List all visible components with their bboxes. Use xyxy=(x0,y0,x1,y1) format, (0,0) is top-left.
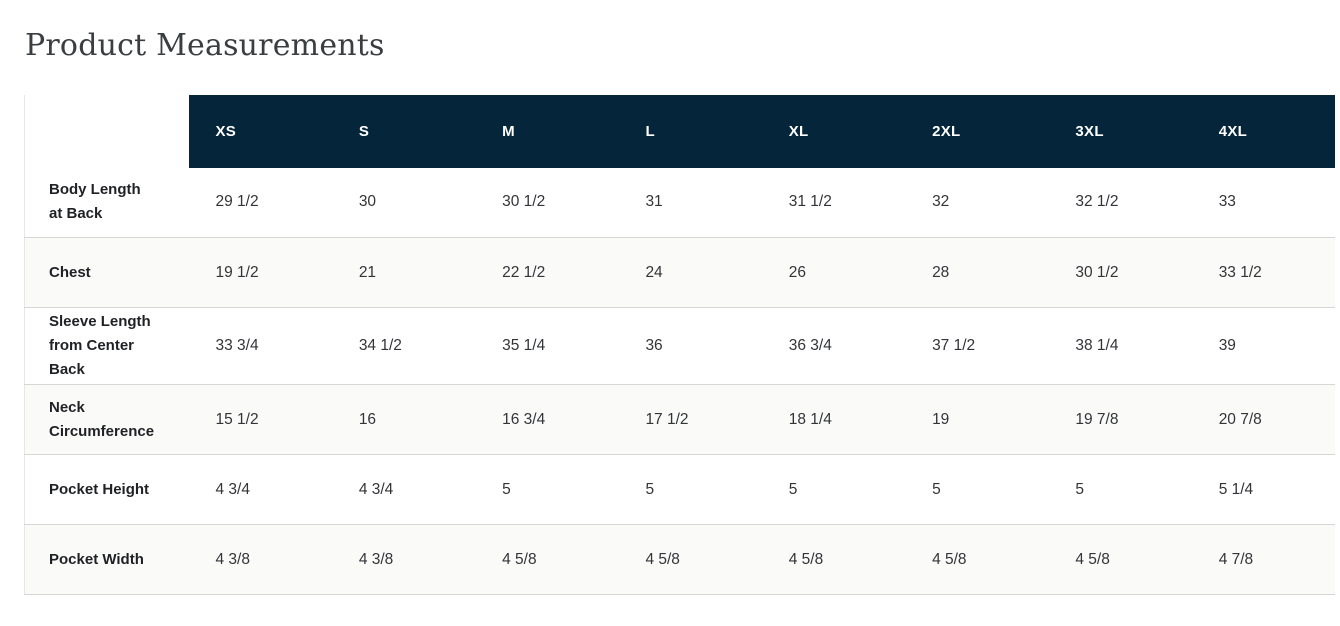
size-header-xs: XS xyxy=(188,94,332,168)
measurement-value: 39 xyxy=(1218,337,1236,354)
measurement-value: 5 1/4 xyxy=(1218,480,1254,498)
measurement-value: 5 xyxy=(932,480,941,498)
measurement-value: 37 1/2 xyxy=(932,337,976,354)
measurement-value: 19 7/8 xyxy=(1075,410,1119,428)
measurement-value: 22 1/2 xyxy=(502,263,546,281)
measurement-value: 33 1/2 xyxy=(1218,263,1262,281)
measurement-value: 19 xyxy=(932,410,950,428)
size-header-2xl: 2XL xyxy=(905,94,1049,168)
measurement-value: 17 1/2 xyxy=(645,410,689,428)
measurement-value: 4 3/8 xyxy=(358,550,394,568)
measurement-value: 5 xyxy=(788,480,798,498)
measurement-value: 26 xyxy=(788,263,806,281)
size-chart-container: XS S M L XL 2XL 3XL 4XL Body Length at Back 29 1… xyxy=(24,94,1335,595)
measurement-value: 28 xyxy=(932,263,950,281)
size-header-s: S xyxy=(331,94,476,168)
measurement-value: 30 xyxy=(358,193,377,211)
measurement-value: 29 1/2 xyxy=(215,193,259,211)
size-header-row: XS S M L XL 2XL 3XL 4XL xyxy=(24,94,1335,168)
table-row: Body Length at Back 29 1/2 30 30 1/2 31 31 1/… xyxy=(24,167,1335,238)
measurement-value: 34 1/2 xyxy=(358,337,402,354)
measurement-value: 31 1/2 xyxy=(788,193,832,211)
measurement-value: 4 3/8 xyxy=(215,550,250,568)
table-row: Sleeve Length from Center Back 33 3/4 34 1… xyxy=(24,307,1335,385)
measurement-value: 36 xyxy=(645,337,663,354)
measurement-value: 4 5/8 xyxy=(788,550,824,568)
corner-cell xyxy=(24,94,189,168)
measurement-value: 30 1/2 xyxy=(502,193,546,211)
row-label: Pocket Width xyxy=(49,550,144,568)
measurement-value: 24 xyxy=(645,263,663,281)
measurement-value: 21 xyxy=(358,263,377,281)
table-row: Neck Circumference 15 1/2 16 16 3/4 17 1/2 18… xyxy=(24,384,1335,455)
table-row: Chest 19 1/2 21 22 1/2 24 26 28 30 1/2 33 1/2 xyxy=(24,237,1335,308)
row-label: Body Length at Back xyxy=(49,181,141,223)
table-head: XS S M L XL 2XL 3XL 4XL xyxy=(24,94,1335,168)
measurement-value: 4 5/8 xyxy=(502,550,537,568)
measurement-value: 31 xyxy=(645,193,663,211)
measurement-value: 4 5/8 xyxy=(645,550,680,568)
measurement-value: 4 5/8 xyxy=(1075,550,1110,568)
measurement-value: 20 7/8 xyxy=(1218,410,1262,428)
measurement-value: 4 7/8 xyxy=(1218,550,1254,568)
table-row: Pocket Height 4 3/4 4 3/4 5 5 5 5 5 5 1/4 xyxy=(24,454,1335,525)
size-header-m: M xyxy=(475,94,619,168)
row-label: Pocket Height xyxy=(49,480,150,498)
size-header-3xl: 3XL xyxy=(1048,94,1192,168)
measurements-body: Body Length at Back 29 1/2 30 30 1/2 31 31 1/… xyxy=(24,167,1335,595)
measurement-value: 5 xyxy=(1075,480,1084,498)
row-label: Chest xyxy=(49,263,91,281)
measurement-value: 32 xyxy=(932,193,950,211)
measurement-value: 36 3/4 xyxy=(788,337,832,354)
measurement-value: 33 xyxy=(1218,193,1236,211)
measurement-value: 16 3/4 xyxy=(502,410,546,428)
measurement-value: 5 xyxy=(645,480,655,498)
measurement-value: 4 3/4 xyxy=(358,480,394,498)
measurement-value: 15 1/2 xyxy=(215,410,259,428)
size-header-l: L xyxy=(618,94,762,168)
measurement-value: 30 1/2 xyxy=(1075,263,1119,281)
measurements-table: XS S M L XL 2XL 3XL 4XL Body Length at Back 29 1… xyxy=(24,94,1335,595)
row-label: Neck Circumference xyxy=(49,398,155,440)
product-page-section: Product Measurements XS S M L XL 2XL 3XL 4XL Bo… xyxy=(0,27,1340,626)
row-label: Sleeve Length from Center Back xyxy=(49,313,151,378)
measurement-value: 18 1/4 xyxy=(788,410,832,428)
size-header-xl: XL xyxy=(761,94,906,168)
measurement-value: 38 1/4 xyxy=(1075,337,1119,354)
size-header-4xl: 4XL xyxy=(1191,94,1335,168)
measurement-value: 4 3/4 xyxy=(215,480,250,498)
measurement-value: 35 1/4 xyxy=(502,337,546,354)
measurement-value: 33 3/4 xyxy=(215,337,259,354)
table-row: Pocket Width 4 3/8 4 3/8 4 5/8 4 5/8 4 5/8 4 5… xyxy=(24,524,1335,595)
measurement-value: 4 5/8 xyxy=(932,550,967,568)
measurement-value: 16 xyxy=(358,410,377,428)
measurement-value: 19 1/2 xyxy=(215,263,259,281)
page-title: Product Measurements xyxy=(25,28,385,63)
measurement-value: 32 1/2 xyxy=(1075,193,1119,211)
measurement-value: 5 xyxy=(502,480,511,498)
